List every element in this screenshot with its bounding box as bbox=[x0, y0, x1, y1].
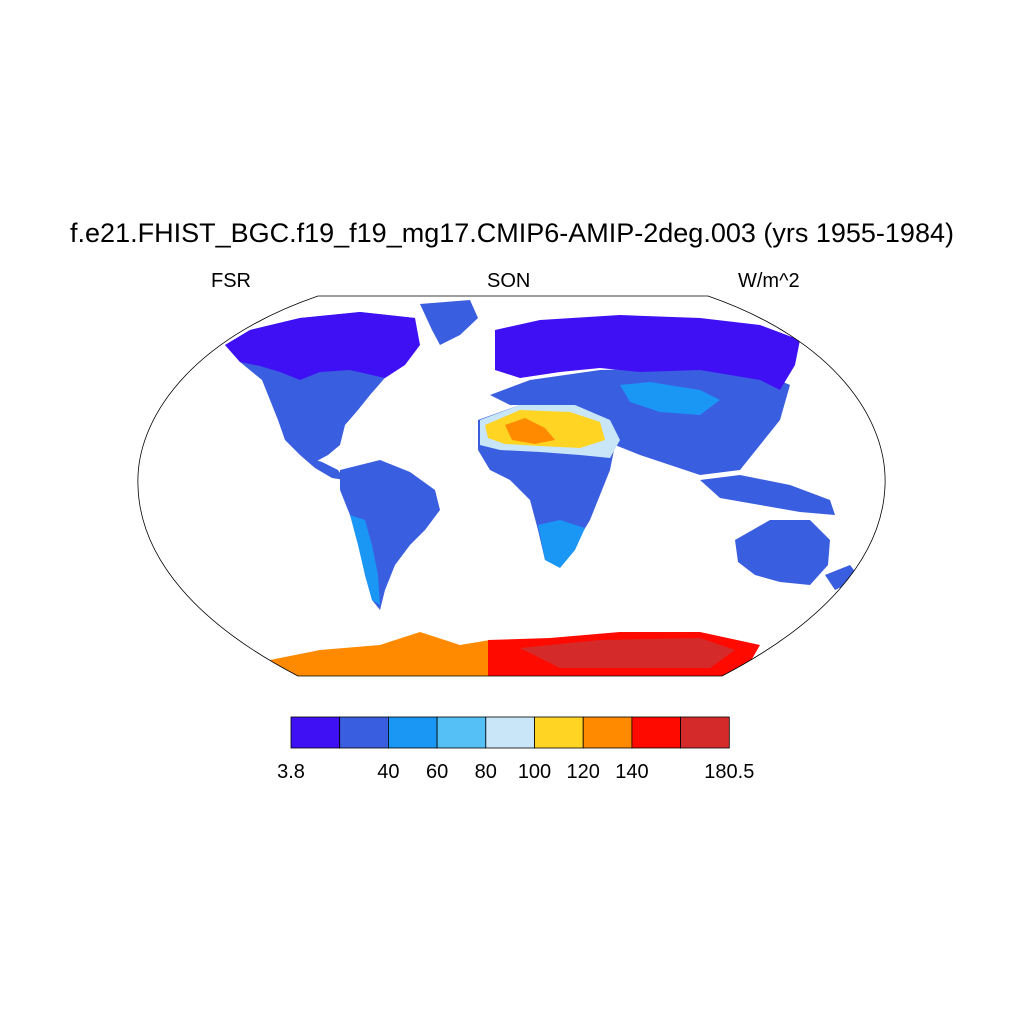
australia-region bbox=[735, 520, 830, 585]
colorbar-tick-label: 100 bbox=[518, 761, 551, 783]
colorbar-tick-label: 180.5 bbox=[704, 761, 754, 783]
colorbar: 3.8 40 60 80 100 120 140 180.5 bbox=[277, 716, 754, 783]
colorbar-swatch bbox=[485, 716, 535, 749]
antarctica-plateau-region bbox=[520, 638, 735, 668]
colorbar-tick-label: 140 bbox=[615, 761, 648, 783]
siberia-region bbox=[495, 315, 800, 390]
colorbar-swatch bbox=[631, 716, 682, 749]
colorbar-tick-label: 60 bbox=[426, 761, 448, 783]
andes-region bbox=[350, 515, 380, 605]
colorbar-tick-label: 3.8 bbox=[277, 761, 305, 783]
colorbar-tick-label: 120 bbox=[567, 761, 600, 783]
maritime-continent-region bbox=[700, 475, 835, 515]
eurasia-region bbox=[490, 368, 790, 475]
map-border bbox=[137, 295, 886, 677]
new-zealand-region bbox=[825, 565, 860, 590]
colorbar-swatch bbox=[534, 716, 584, 749]
colorbar-swatch bbox=[436, 716, 487, 749]
colorbar-tick-label: 40 bbox=[377, 761, 399, 783]
central-america-region bbox=[300, 455, 345, 480]
map-panel bbox=[137, 295, 886, 677]
greenland-region bbox=[420, 300, 478, 345]
season-label: SON bbox=[487, 270, 531, 292]
southern-africa-region bbox=[538, 520, 585, 568]
variable-label: FSR bbox=[211, 270, 251, 292]
colorbar-swatch bbox=[339, 716, 389, 749]
sahara-hotspot-region bbox=[505, 418, 555, 444]
colorbar-swatch bbox=[582, 716, 633, 749]
colorbar-tick-label: 80 bbox=[475, 761, 497, 783]
colorbar-swatch bbox=[290, 716, 341, 749]
figure-title: f.e21.FHIST_BGC.f19_f19_mg17.CMIP6-AMIP-… bbox=[70, 218, 954, 248]
units-label: W/m^2 bbox=[738, 270, 800, 292]
colorbar-swatch bbox=[680, 716, 730, 749]
tibet-region bbox=[620, 382, 720, 415]
north-america-arctic bbox=[225, 312, 420, 380]
colorbar-swatch bbox=[387, 716, 438, 749]
antarctica-west-region bbox=[270, 632, 490, 676]
